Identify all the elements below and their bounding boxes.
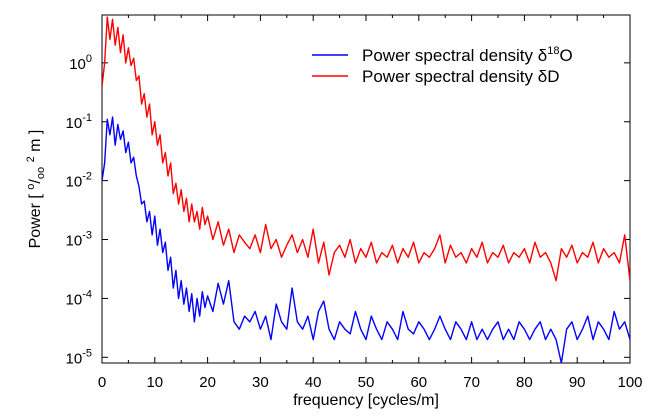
series-line-dd [102,16,630,282]
x-tick-label: 10 [146,374,163,391]
y-tick-label: 10-2 [66,171,92,191]
y-tick-label: 10-5 [66,347,92,367]
x-tick-label: 0 [98,374,106,391]
y-axis-title-sup2: 2 [25,156,37,162]
legend-label-d18o-sup: 18 [547,45,559,57]
x-tick-label: 80 [516,374,533,391]
y-axis-title-prefix: Power [ [27,190,44,249]
y-tick-label: 10-1 [66,112,92,132]
y-axis-title-suffix: m ] [27,130,44,157]
y-tick-label: 10-4 [66,288,92,308]
x-tick-label: 90 [569,374,586,391]
x-tick-labels: 0 10 20 30 40 50 60 70 80 90 100 [98,374,643,391]
tick-marks [101,15,631,363]
x-tick-label: 70 [463,374,480,391]
x-tick-label: 100 [617,374,642,391]
legend-label-d18o-tail: O [559,46,572,65]
y-axis-title: Power [ o/oo 2 m ] [25,130,47,249]
y-axis-title-sup1: o [25,184,37,190]
x-tick-label: 20 [199,374,216,391]
series-layer [102,16,630,363]
legend-label-d18o-main: Power spectral density δ [362,46,547,65]
y-tick-label: 100 [69,53,92,73]
x-tick-label: 40 [305,374,322,391]
y-tick-label: 10-3 [66,230,92,250]
y-tick-labels: 10-5 10-4 10-3 10-2 10-1 100 [66,53,92,367]
legend: Power spectral density δ18O Power spectr… [312,45,573,86]
x-axis-title: frequency [cycles/m] [293,392,439,409]
x-tick-label: 50 [358,374,375,391]
x-tick-label: 60 [410,374,427,391]
x-tick-label: 30 [252,374,269,391]
y-axis-title-slash: / [27,179,44,184]
series-line-d18o [102,116,630,363]
y-axis-title-sub: oo [35,167,47,179]
legend-label-dd: Power spectral density δD [362,67,559,86]
legend-label-d18o: Power spectral density δ18O [362,45,573,65]
